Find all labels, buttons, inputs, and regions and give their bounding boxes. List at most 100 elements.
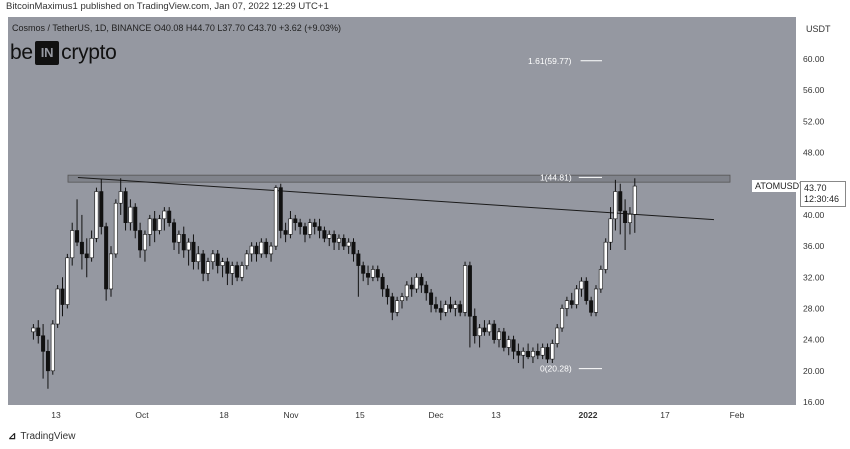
candle-down [312, 222, 317, 227]
candle-up [288, 218, 293, 235]
candle-down [366, 273, 371, 278]
symbol-info: Cosmos / TetherUS, 1D, BINANCE O40.08 H4… [12, 23, 342, 33]
price-tick-label: 20.00 [803, 366, 825, 376]
last-price-label: 43.70 12:30:46 [800, 181, 846, 207]
logo-part-be: be [10, 41, 33, 64]
candle-down [215, 253, 220, 266]
candle-down [138, 230, 143, 251]
candle-up [206, 261, 211, 274]
candle-down [283, 230, 288, 235]
candle-down [516, 351, 521, 356]
candle-down [623, 210, 628, 224]
price-tick-label: 48.00 [803, 148, 825, 158]
candle-down [375, 269, 380, 278]
candle-up [506, 339, 511, 348]
candle-down [75, 230, 80, 243]
time-axis-panel[interactable] [8, 405, 796, 427]
candle-down [501, 331, 506, 348]
candle-down [511, 339, 516, 352]
candle-up [109, 253, 114, 290]
currency-label[interactable]: USDT [806, 24, 831, 34]
candle-up [550, 343, 555, 360]
candle-up [307, 222, 312, 235]
candle-down [152, 218, 157, 231]
candle-up [239, 265, 244, 278]
candle-up [210, 253, 215, 262]
candle-up [244, 253, 249, 266]
candle-up [477, 327, 482, 337]
price-tick-label: 16.00 [803, 397, 825, 407]
candle-up [540, 347, 545, 356]
candle-down [492, 323, 497, 340]
time-tick-label: 13 [491, 410, 501, 420]
footer-brand[interactable]: ⊿ TradingView [8, 431, 75, 442]
candle-up [65, 257, 70, 305]
last-price: 43.70 [804, 183, 827, 193]
candle-up [327, 234, 332, 239]
candle-up [249, 245, 254, 255]
candle-down [332, 234, 337, 243]
candle-up [336, 237, 341, 243]
candle-up [555, 327, 560, 344]
publisher-bar: BitcoinMaximus1 published on TradingView… [0, 0, 850, 14]
candle-down [254, 245, 259, 255]
candle-down [419, 276, 424, 286]
candle-up [443, 304, 448, 313]
candle-down [191, 241, 196, 262]
candle-up [162, 210, 167, 220]
price-axis-panel[interactable] [796, 17, 850, 405]
candle-down [264, 241, 269, 255]
candle-up [564, 300, 569, 309]
candle-up [346, 241, 351, 247]
candle-up [50, 323, 55, 372]
candle-down [409, 284, 414, 290]
candle-down [293, 218, 298, 224]
candle-down [380, 276, 385, 290]
candle-down [278, 187, 283, 231]
candle-down [589, 300, 594, 313]
logo-part-in: IN [34, 41, 60, 65]
price-tick-label: 36.00 [803, 241, 825, 251]
candle-down [123, 191, 128, 224]
candle-down [133, 206, 138, 231]
candle-down [41, 335, 46, 352]
candle-up [176, 234, 181, 243]
time-tick-label: Oct [135, 410, 149, 420]
price-tick-label: 56.00 [803, 85, 825, 95]
beincrypto-logo: be IN crypto [10, 41, 117, 65]
candle-down [322, 230, 327, 239]
candle-down [429, 292, 434, 305]
tradingview-logo-icon: ⊿ [8, 431, 17, 442]
candle-up [113, 202, 118, 255]
candle-up [463, 265, 468, 313]
logo-part-crypto: crypto [61, 41, 117, 64]
candle-up [196, 253, 201, 262]
candle-up [487, 323, 492, 333]
time-tick-label: 17 [660, 410, 670, 420]
bar-countdown: 12:30:46 [804, 194, 840, 204]
candle-up [593, 288, 598, 313]
candle-down [535, 351, 540, 356]
chart-plot-area[interactable] [8, 17, 796, 405]
candle-up [142, 234, 147, 251]
candle-up [404, 284, 409, 298]
candle-up [31, 327, 36, 333]
price-tick-label: 32.00 [803, 272, 825, 282]
time-tick-label: Dec [428, 410, 444, 420]
time-tick-label: 2022 [579, 410, 598, 420]
candle-down [84, 253, 89, 259]
candle-up [613, 191, 618, 220]
candle-up [259, 241, 264, 255]
candle-down [584, 280, 589, 301]
symbol-tag: ATOMUSDT [752, 180, 808, 192]
candle-down [99, 191, 104, 227]
price-tick-label: 28.00 [803, 303, 825, 313]
candle-down [298, 222, 303, 227]
price-tick-label: 40.00 [803, 210, 825, 220]
candle-down [482, 327, 487, 333]
candle-up [603, 241, 608, 270]
time-tick-label: 13 [51, 410, 61, 420]
candle-down [36, 327, 41, 337]
time-tick-label: Nov [283, 410, 299, 420]
